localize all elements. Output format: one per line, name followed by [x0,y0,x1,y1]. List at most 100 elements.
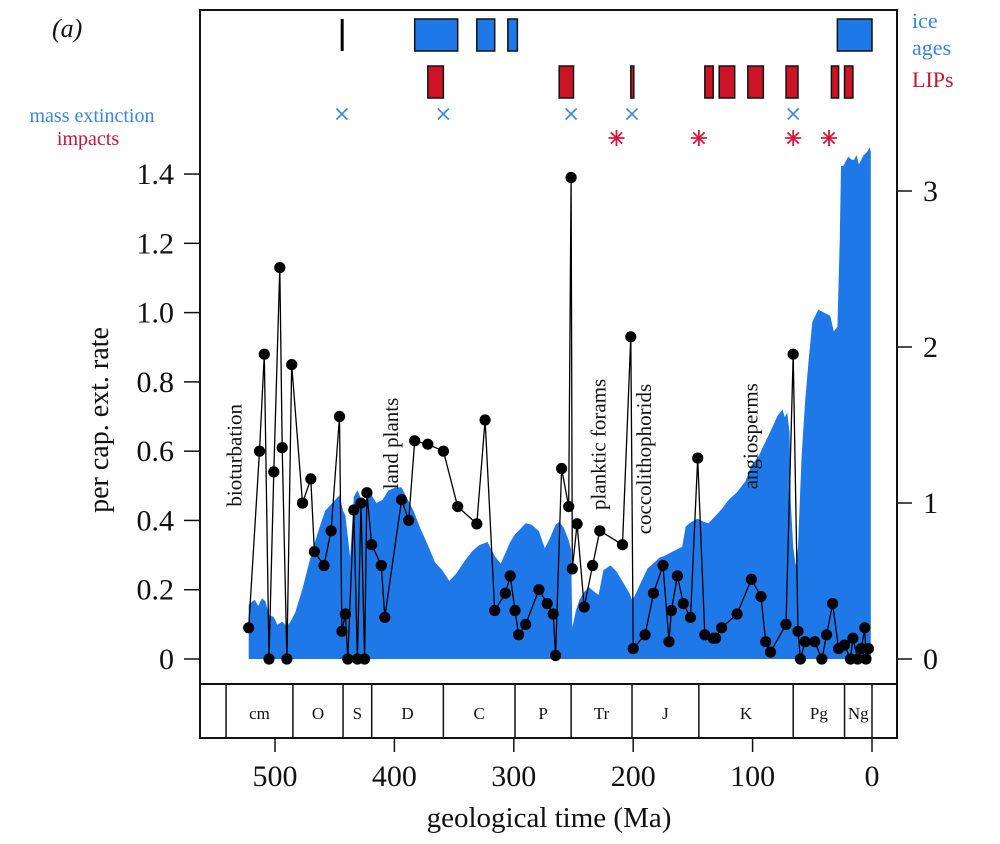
ice-age-bar [476,18,496,52]
extinction-rate-point [755,591,767,603]
mass-extinction-cross-icon [787,107,800,121]
extinction-rate-point [731,608,743,620]
period-label: Pg [810,704,828,723]
extinction-rate-point [647,587,660,599]
extinction-rate-point [281,653,293,665]
cross-stroke [437,107,450,121]
extinction-rate-point [547,608,559,620]
extinction-rate-point [274,262,286,274]
lip-bar [427,65,445,99]
extinction-rate-point [764,646,777,658]
extinction-rate-point [760,636,772,648]
extinction-rate-point [520,618,532,631]
extinction-rate-point [296,497,309,509]
extinction-rate-point [710,632,722,644]
extinction-rate-point [587,559,599,572]
legend-impacts: impacts [57,128,119,150]
extinction-rate-point [671,570,684,582]
extinction-rate-point [513,629,525,641]
extinction-rate-point [699,629,711,641]
extinction-rate-point [333,410,346,423]
cross-stroke [787,107,800,121]
legend-ice: ice [912,8,938,33]
asterisk-stroke [692,131,706,145]
extinction-rate-point [437,445,449,457]
extinction-rate-point [594,525,606,537]
lip-bar [558,65,575,99]
extinction-rate-point [308,546,320,558]
x-tick-label: 400 [372,760,417,793]
extinction-rate-point [243,622,255,634]
mass-extinction-cross-icon [335,107,348,121]
extinction-rate-point [663,636,675,648]
extinction-rate-point [263,653,275,665]
asterisk-stroke [822,131,836,145]
ice-age-bar [507,18,519,52]
lip-bar [747,65,765,99]
extinction-rate-point [677,598,689,610]
extinction-rate-point [471,518,483,530]
extinction-rate-point [556,462,568,475]
extinction-rate-point [452,501,464,513]
extinction-rate-point [799,636,811,648]
extinction-rate-point [396,494,408,506]
period-label: Ng [848,704,869,723]
extinction-rate-point [355,497,367,509]
period-label: cm [249,704,270,723]
panel-label: (a) [52,14,82,43]
period-label: J [662,704,669,723]
annotation-label: coccolithophorids [632,384,656,534]
extinction-rate-point [625,331,637,343]
extinction-rate-layer [243,171,875,665]
annotation-label: planktic forams [587,379,611,510]
lip-bar [785,65,799,99]
extinction-rate-point [550,649,562,662]
y-tick-label: 1.0 [137,297,175,330]
extinction-rate-point [533,584,545,596]
mass-extinction-cross-icon [437,107,450,121]
y-right-tick-label: 2 [923,331,938,364]
extinction-rate-point [336,625,348,637]
lip-bar [630,65,635,99]
extinction-rate-point [852,653,864,665]
extinction-rate-point [359,653,371,665]
extinction-rate-point [409,435,421,447]
extinction-rate-point [571,518,583,530]
impact-asterisk-icon [608,130,625,146]
extinction-rate-point [541,598,553,610]
cross-stroke [565,107,578,121]
diversity-area-layer [248,147,871,660]
x-tick-label: 500 [253,760,298,793]
extinction-rate-point [816,653,828,665]
extinction-rate-point [253,445,266,457]
extinction-rate-point [276,442,288,454]
extinction-rate-point [809,636,821,648]
extinction-rate-point [665,604,678,617]
extinction-rate-point [422,438,434,450]
legend-ages: ages [912,35,951,60]
extinction-rate-point [489,604,501,617]
extinction-rate-point [862,643,875,655]
mass-extinction-cross-icon [565,107,578,121]
y-tick-label: 0.8 [137,366,175,399]
annotation-label: land plants [379,398,403,490]
asterisk-stroke [786,131,800,145]
annotation-label: angiosperms [738,383,762,489]
extinction-rate-point [745,573,758,585]
extinction-rate-point [627,643,639,655]
period-label: D [401,704,413,723]
y-tick-label: 0.4 [137,504,175,537]
extinction-rate-point [339,608,351,620]
x-tick-label: 0 [865,760,880,793]
timescale-box [199,683,898,739]
lip-bar [830,65,840,99]
extinction-rate-point [361,487,373,499]
extinction-rate-point [348,504,360,516]
extinction-rate-point [860,653,872,665]
y-tick-label: 1.4 [137,158,175,191]
extinction-rate-point [403,514,415,527]
period-label: P [538,704,547,723]
extinction-rate-point [375,559,387,572]
extinction-rate-point [342,653,354,665]
